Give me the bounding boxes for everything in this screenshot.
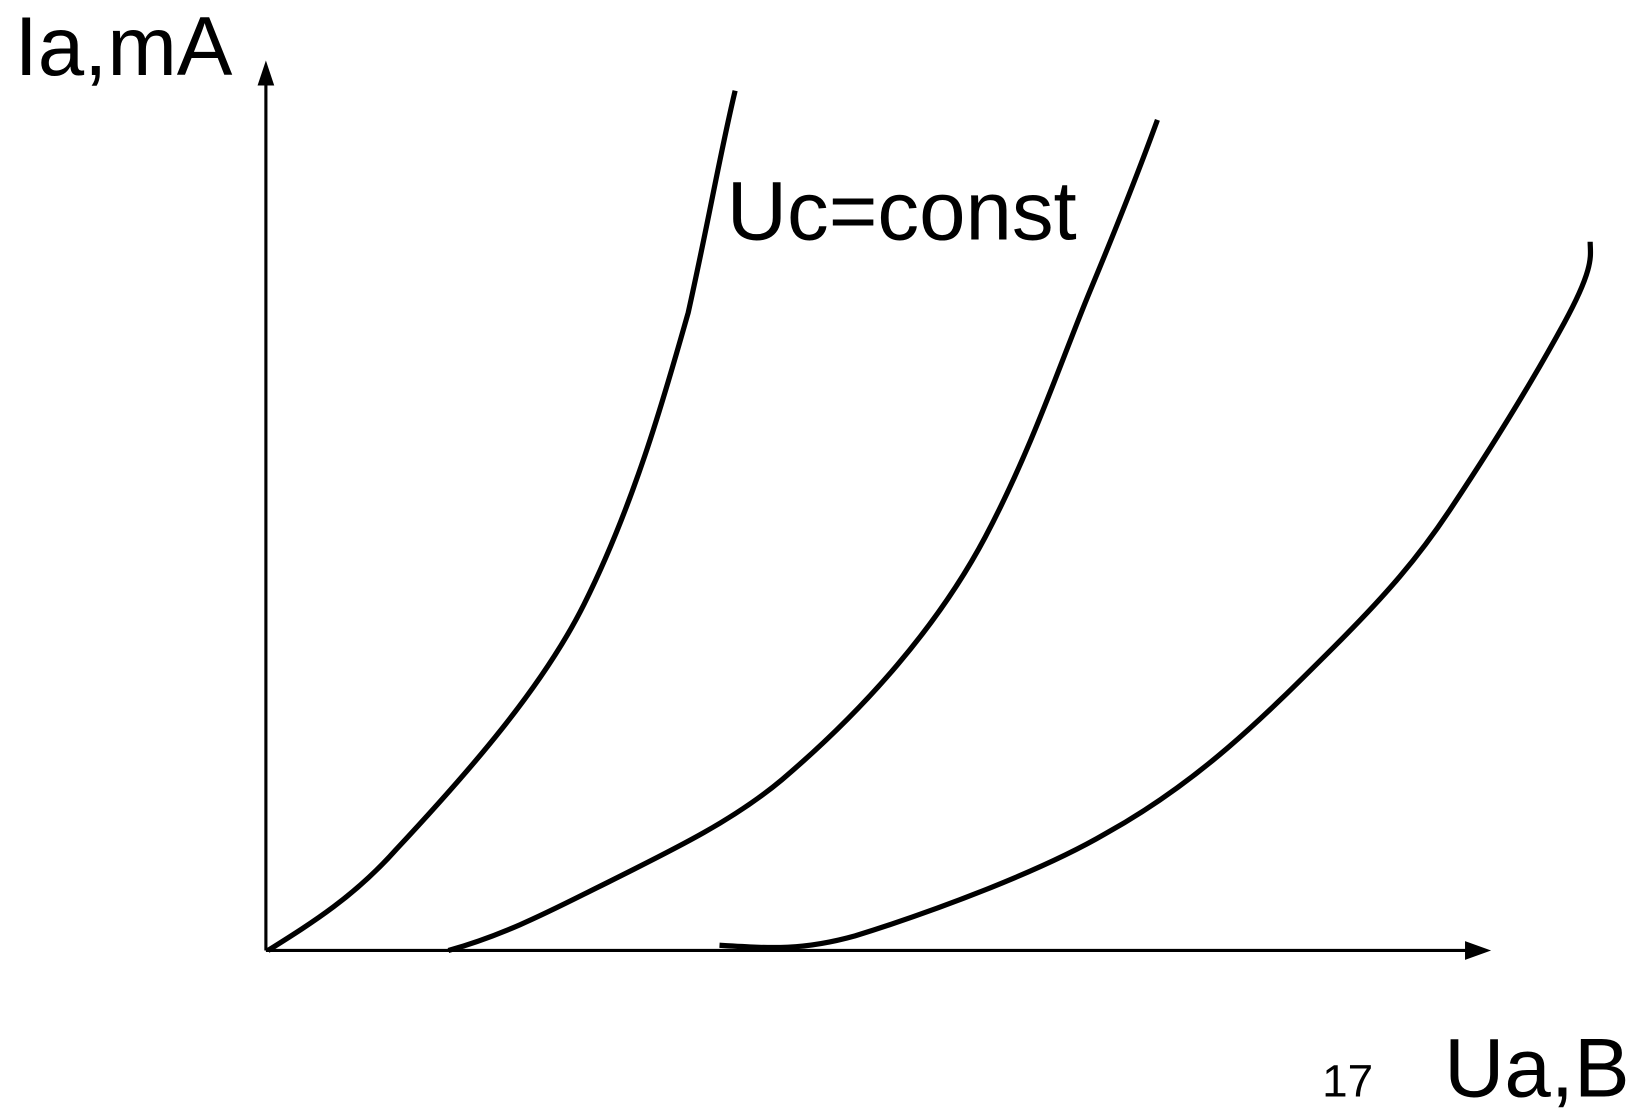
- y-axis-arrow: [257, 60, 275, 86]
- curve: [719, 241, 1594, 951]
- page-number: 17: [1322, 1054, 1373, 1106]
- curve: [447, 118, 1160, 954]
- y-axis-label: Ia,mA: [15, 0, 233, 93]
- x-axis-arrow: [1465, 941, 1492, 960]
- curve-label: Uc=const: [727, 165, 1077, 258]
- x-axis-label: Ua,B: [1444, 1021, 1629, 1111]
- curve: [266, 90, 738, 953]
